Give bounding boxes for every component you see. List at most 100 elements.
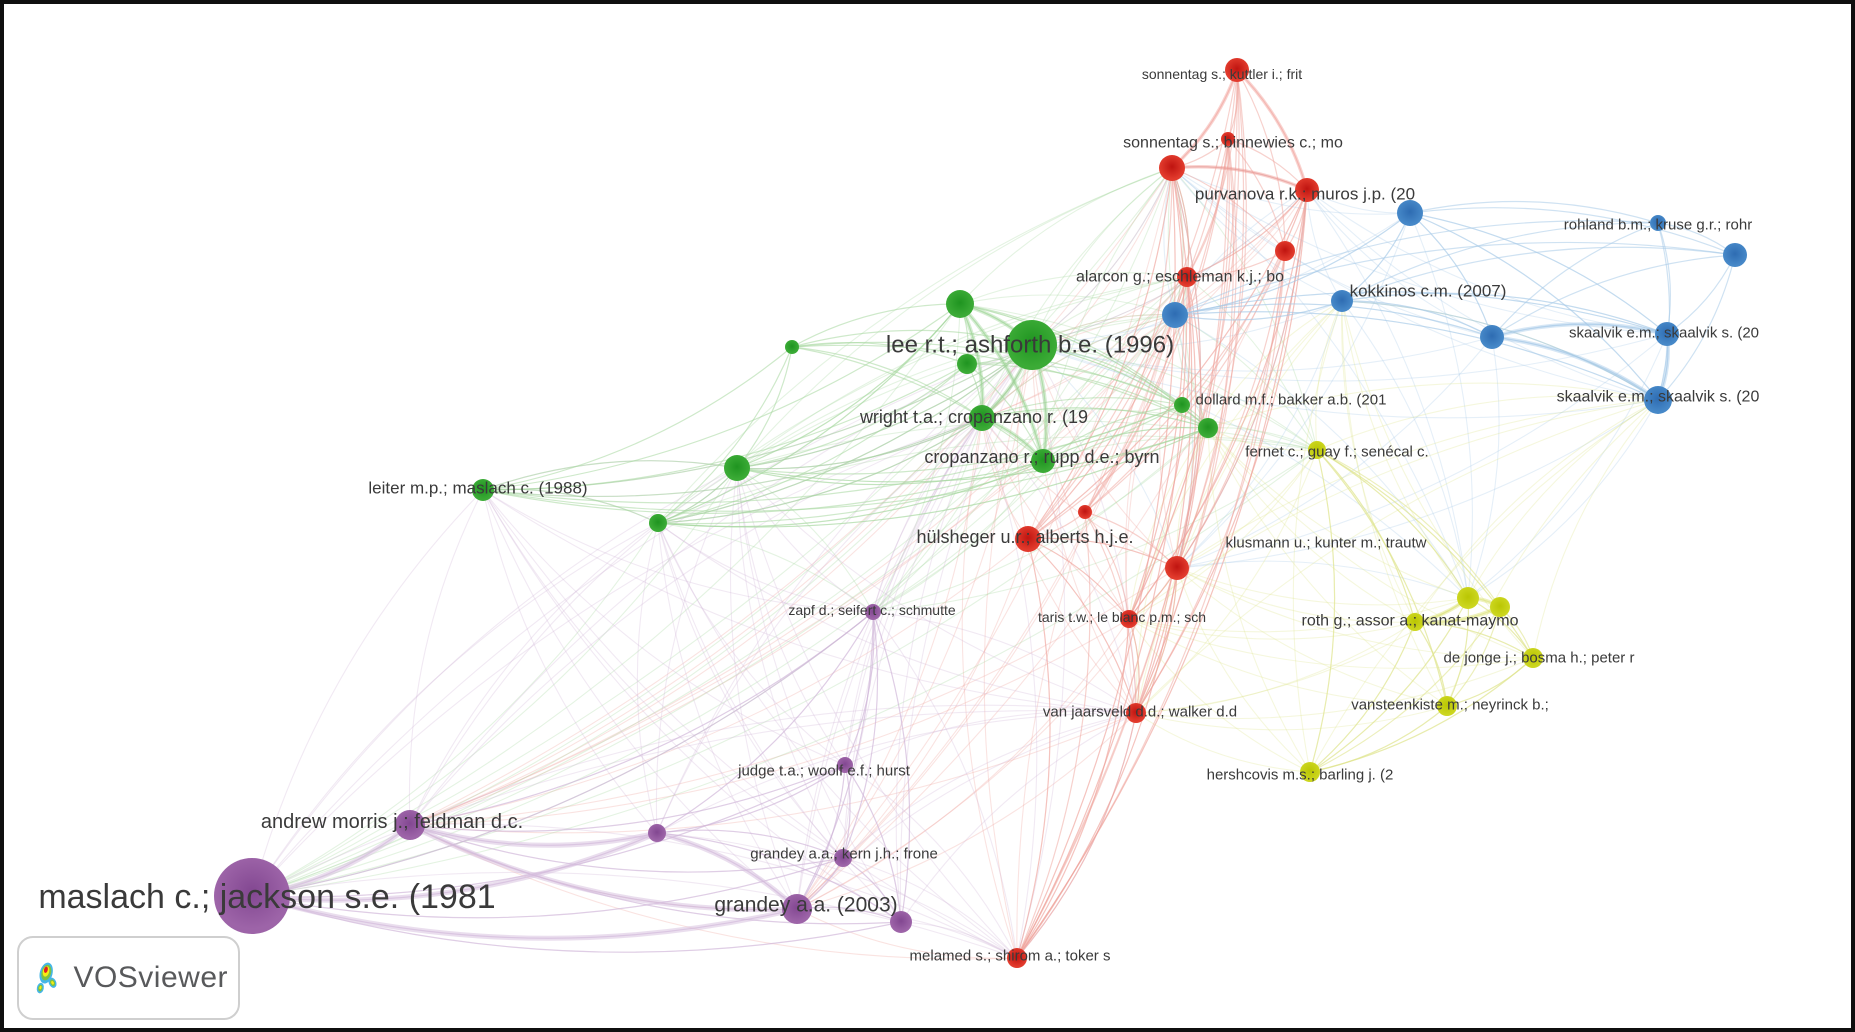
citation-edge xyxy=(1128,597,1469,633)
publication-label-22[interactable]: judge t.a.; woolf e.f.; hurst xyxy=(737,763,911,780)
citation-edge xyxy=(1084,511,1137,714)
citation-edge xyxy=(251,344,1033,897)
publication-label-20[interactable]: vansteenkiste m.; neyrinck b.; xyxy=(1351,697,1549,714)
publication-node-35[interactable] xyxy=(1523,648,1543,668)
publication-label-1[interactable]: sonnentag s.; binnewies c.; mo xyxy=(1123,135,1343,152)
publication-label-3[interactable]: alarcon g.; eschleman k.j.; bo xyxy=(1076,269,1284,286)
publication-label-4[interactable]: kokkinos c.m. (2007) xyxy=(1350,282,1507,301)
publication-node-5[interactable] xyxy=(1177,267,1197,287)
citation-edge xyxy=(409,823,1018,959)
publication-label-13[interactable]: leiter m.p.; maslach c. (1988) xyxy=(368,479,587,498)
publication-node-15[interactable] xyxy=(957,354,977,374)
citation-edge xyxy=(1176,333,1668,569)
publication-node-8[interactable] xyxy=(1165,556,1189,580)
publication-node-43[interactable] xyxy=(890,911,912,933)
citation-edge xyxy=(482,489,844,859)
publication-node-23[interactable] xyxy=(1397,200,1423,226)
citation-edge xyxy=(1042,426,1209,462)
publication-node-16[interactable] xyxy=(969,405,995,431)
publication-label-24[interactable]: andrew morris j.; feldman d.c. xyxy=(261,811,523,833)
publication-node-34[interactable] xyxy=(1406,613,1424,631)
publication-node-0[interactable] xyxy=(1225,58,1249,82)
publication-node-26[interactable] xyxy=(1480,325,1504,349)
publication-label-2[interactable]: purvanova r.k.; muros j.p. (20 xyxy=(1195,185,1415,204)
citation-edge xyxy=(1467,399,1659,599)
publication-label-9[interactable]: wright t.a.; cropanzano r. (19 xyxy=(859,407,1088,427)
citation-edge xyxy=(482,346,793,491)
publication-node-31[interactable] xyxy=(1308,441,1326,459)
publication-label-10[interactable]: cropanzano r.; rupp d.e.; byrn xyxy=(924,447,1159,467)
publication-label-27[interactable]: grandey a.a. (2003) xyxy=(714,894,897,917)
publication-node-7[interactable] xyxy=(1015,526,1041,552)
publication-node-10[interactable] xyxy=(1126,703,1146,723)
citation-edge xyxy=(1174,241,1736,316)
publication-node-38[interactable] xyxy=(865,604,881,620)
citation-edge xyxy=(1490,335,1660,402)
publication-node-2[interactable] xyxy=(1159,155,1185,181)
publication-label-28[interactable]: melamed s.; shirom a.; toker s xyxy=(910,948,1111,965)
publication-node-44[interactable] xyxy=(395,810,425,840)
publication-node-17[interactable] xyxy=(1031,449,1055,473)
publication-node-36[interactable] xyxy=(1437,696,1457,716)
publication-node-22[interactable] xyxy=(649,514,667,532)
publication-node-20[interactable] xyxy=(472,479,494,501)
publication-label-14[interactable]: hülsheger u.r.; alberts h.j.e. xyxy=(916,527,1133,547)
publication-node-25[interactable] xyxy=(1162,302,1188,328)
publication-label-8[interactable]: lee r.t.; ashforth b.e. (1996) xyxy=(886,332,1174,359)
citation-edge xyxy=(1309,621,1416,773)
citation-edge xyxy=(1341,300,1659,401)
publication-node-12[interactable] xyxy=(785,340,799,354)
publication-label-18[interactable]: roth g.; assor a.; kanat-maymo xyxy=(1302,613,1519,630)
publication-node-39[interactable] xyxy=(837,757,853,773)
publication-node-4[interactable] xyxy=(1275,241,1295,261)
publication-node-13[interactable] xyxy=(946,290,974,318)
citation-edge xyxy=(251,460,1044,897)
citation-edge xyxy=(1031,167,1173,346)
citation-edge xyxy=(482,489,798,910)
publication-label-6[interactable]: skaalvik e.m.; skaalvik s. (20 xyxy=(1569,325,1759,342)
publication-node-1[interactable] xyxy=(1221,132,1235,146)
publication-node-6[interactable] xyxy=(1078,505,1092,519)
publication-label-5[interactable]: rohland b.m.; kruse g.r.; rohr xyxy=(1564,217,1752,234)
publication-node-14[interactable] xyxy=(1007,320,1057,370)
publication-node-21[interactable] xyxy=(724,455,750,481)
publication-node-42[interactable] xyxy=(782,894,812,924)
publication-label-25[interactable]: maslach c.; jackson s.e. (1981 xyxy=(38,878,495,916)
publication-node-9[interactable] xyxy=(1120,610,1138,628)
publication-node-40[interactable] xyxy=(648,824,666,842)
citation-edge xyxy=(657,522,874,613)
publication-node-28[interactable] xyxy=(1723,243,1747,267)
publication-label-17[interactable]: taris t.w.; le blanc p.m.; sch xyxy=(1038,609,1206,625)
publication-node-18[interactable] xyxy=(1174,397,1190,413)
publication-label-7[interactable]: skaalvik e.m.; skaalvik s. (20 xyxy=(1557,389,1760,406)
publication-label-15[interactable]: klusmann u.; kunter m.; trautw xyxy=(1226,535,1427,552)
publication-label-11[interactable]: dollard m.f.; bakker a.b. (201 xyxy=(1196,392,1387,409)
publication-label-0[interactable]: sonnentag s.; kuttler i.; frit xyxy=(1142,66,1302,82)
publication-label-26[interactable]: grandey a.a.; kern j.h.; frone xyxy=(750,846,938,863)
publication-node-33[interactable] xyxy=(1490,597,1510,617)
publication-node-19[interactable] xyxy=(1198,418,1218,438)
publication-node-30[interactable] xyxy=(1644,386,1672,414)
publication-node-29[interactable] xyxy=(1655,322,1679,346)
publication-label-23[interactable]: hershcovis m.s.; barling j. (2 xyxy=(1207,767,1394,784)
citation-edge xyxy=(407,822,660,848)
publication-node-45[interactable] xyxy=(214,858,290,934)
publication-node-24[interactable] xyxy=(1331,290,1353,312)
publication-label-16[interactable]: zapf d.; seifert c.; schmutte xyxy=(788,602,956,618)
publication-node-41[interactable] xyxy=(834,849,852,867)
publication-node-27[interactable] xyxy=(1650,215,1666,231)
publication-label-19[interactable]: de jonge j.; bosma h.; peter r xyxy=(1444,650,1635,667)
publication-node-37[interactable] xyxy=(1300,762,1320,782)
citation-edge xyxy=(842,764,851,859)
publication-label-21[interactable]: van jaarsveld d.d.; walker d.d xyxy=(1043,704,1237,721)
publication-node-3[interactable] xyxy=(1295,178,1319,202)
publication-label-12[interactable]: fernet c.; guay f.; senécal c. xyxy=(1245,444,1428,461)
citation-edge xyxy=(872,611,1137,714)
citation-edge xyxy=(657,167,1173,524)
citation-edge xyxy=(1027,167,1173,540)
publication-node-32[interactable] xyxy=(1457,587,1479,609)
citation-edge xyxy=(791,341,1183,406)
citation-edge xyxy=(736,467,844,859)
publication-node-11[interactable] xyxy=(1007,948,1027,968)
